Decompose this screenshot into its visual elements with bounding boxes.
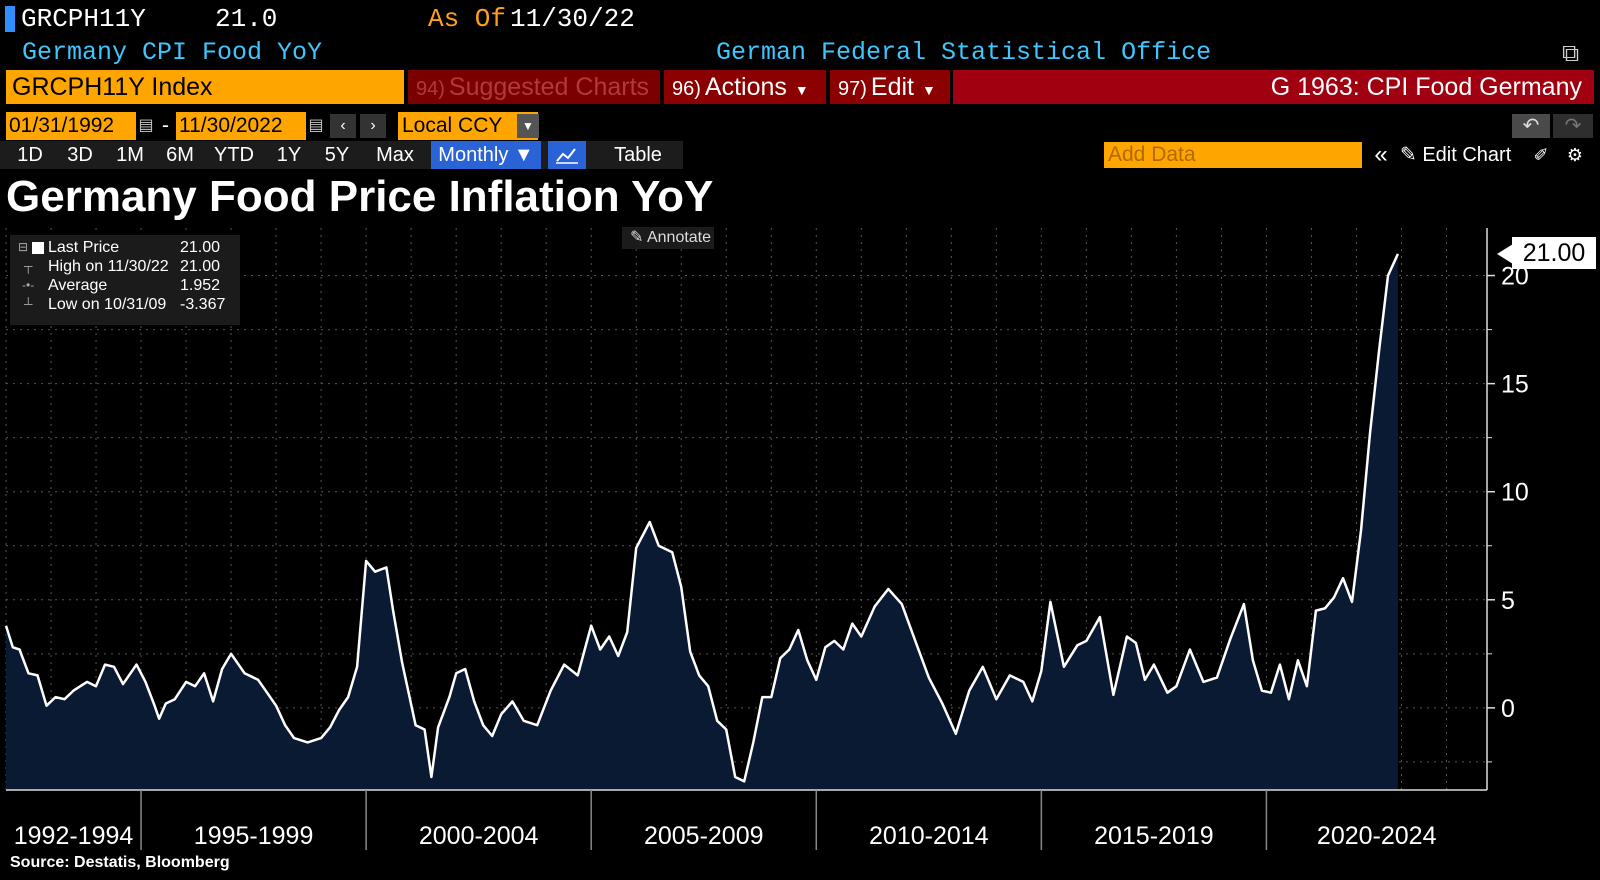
legend-last-price[interactable]: ⊟ Last Price 21.00	[10, 238, 240, 257]
legend-low-value: -3.367	[180, 296, 226, 313]
actions-label: Actions	[704, 73, 787, 101]
series-line	[4, 253, 1400, 783]
collapse-left-icon[interactable]: «	[1374, 141, 1388, 168]
timeframe-max[interactable]: Max	[364, 141, 426, 169]
pencil-icon: ✎	[1400, 144, 1417, 166]
legend-average-label: Average	[48, 277, 108, 294]
series-area	[6, 253, 1398, 790]
chart-legend: ⊟ Last Price 21.00 ┬ High on 11/30/22 21…	[10, 235, 240, 325]
edit-settings-icon[interactable]: ✐	[1533, 145, 1549, 165]
suggested-number: 94)	[416, 78, 445, 100]
timeframe-1m[interactable]: 1M	[106, 141, 154, 169]
end-date-field[interactable]: 11/30/2022	[176, 112, 306, 140]
x-tick-label: 1992-1994	[14, 822, 134, 850]
legend-high-value: 21.00	[180, 258, 221, 275]
legend-high: ┬ High on 11/30/22 21.00	[10, 257, 240, 276]
timeframe-3d[interactable]: 3D	[56, 141, 104, 169]
timeframe-ytd[interactable]: YTD	[206, 141, 262, 169]
as-of-date: 11/30/22	[510, 4, 635, 34]
ticker-marker	[5, 6, 15, 32]
source-organization: German Federal Statistical Office	[716, 38, 1212, 67]
y-tick-label: 0	[1501, 695, 1515, 723]
legend-collapse-icon[interactable]: ⊟	[18, 240, 29, 254]
line-chart-icon[interactable]	[548, 141, 586, 169]
source-footer: Source: Destatis, Bloomberg	[10, 854, 230, 871]
ticker-symbol[interactable]: GRCPH11Y	[21, 4, 146, 34]
table-button[interactable]: Table	[593, 141, 683, 169]
as-of-label: As Of	[428, 4, 507, 34]
last-value-pointer	[1497, 243, 1513, 264]
actions-number: 96)	[672, 78, 701, 100]
x-tick-label: 2010-2014	[869, 822, 989, 850]
legend-swatch	[32, 242, 44, 254]
undo-icon[interactable]: ↶	[1512, 114, 1550, 138]
low-marker-icon: ┴	[24, 297, 33, 311]
redo-icon[interactable]: ↷	[1553, 114, 1593, 138]
legend-low-label: Low on 10/31/09	[48, 296, 167, 313]
legend-average-value: 1.952	[180, 277, 221, 294]
actions-menu[interactable]: 96) Actions ▼	[664, 70, 826, 104]
line-chart-glyph	[556, 148, 578, 164]
x-tick-label: 1995-1999	[194, 822, 314, 850]
timeframe-1d[interactable]: 1D	[6, 141, 54, 169]
edit-chart-button[interactable]: ✎ Edit Chart	[1400, 141, 1524, 169]
security-description: Germany CPI Food YoY	[22, 38, 323, 67]
x-tick-label: 2020-2024	[1317, 822, 1437, 850]
y-tick-label: 15	[1501, 371, 1529, 399]
caret-down-icon: ▼	[794, 82, 809, 98]
legend-last-price-value: 21.00	[180, 239, 221, 256]
high-marker-icon: ┬	[24, 259, 33, 273]
y-tick-label: 5	[1501, 587, 1515, 615]
suggested-charts-menu[interactable]: 94) Suggested Charts	[408, 70, 660, 104]
timeframe-5y[interactable]: 5Y	[314, 141, 360, 169]
previous-arrow-icon[interactable]: ‹	[330, 114, 356, 138]
suggested-label: Suggested Charts	[448, 73, 650, 101]
edit-menu[interactable]: 97) Edit ▼	[830, 70, 950, 104]
x-tick-label: 2015-2019	[1094, 822, 1214, 850]
last-value-label: 21.00	[1512, 237, 1596, 269]
legend-last-price-label: Last Price	[48, 239, 120, 256]
popout-icon[interactable]: ⧉	[1562, 40, 1580, 67]
y-tick-label: 10	[1501, 479, 1529, 507]
header-row: GRCPH11Y 21.0 As Of 11/30/22	[0, 0, 1600, 38]
timeframe-1y[interactable]: 1Y	[266, 141, 312, 169]
next-arrow-icon[interactable]: ›	[360, 114, 386, 138]
calendar-icon[interactable]: ▤	[138, 117, 154, 134]
security-field[interactable]: GRCPH11Y Index	[6, 70, 404, 104]
x-tick-label: 2000-2004	[419, 822, 539, 850]
edit-chart-label: Edit Chart	[1422, 144, 1512, 166]
start-date-field[interactable]: 01/31/1992	[6, 112, 136, 140]
caret-down-icon: ▼	[922, 82, 936, 98]
chart-title: Germany Food Price Inflation YoY	[6, 172, 714, 221]
pencil-icon: ✎	[630, 229, 644, 246]
calendar-icon[interactable]: ▤	[308, 117, 324, 134]
average-marker-icon: -•-	[22, 278, 35, 292]
legend-low: ┴ Low on 10/31/09 -3.367	[10, 295, 240, 314]
gear-icon[interactable]: ⚙	[1566, 145, 1584, 165]
timeframe-6m[interactable]: 6M	[156, 141, 204, 169]
annotate-label: Annotate	[646, 229, 712, 246]
date-separator: -	[162, 114, 169, 137]
currency-select[interactable]: Local CCY	[398, 112, 538, 140]
chevron-down-icon[interactable]: ▼	[517, 114, 539, 138]
edit-label: Edit	[870, 73, 914, 101]
legend-high-label: High on 11/30/22	[48, 258, 169, 275]
add-data-input[interactable]: Add Data	[1104, 142, 1362, 168]
x-tick-label: 2005-2009	[644, 822, 764, 850]
edit-number: 97)	[838, 78, 867, 100]
annotate-button[interactable]: ✎ Annotate	[622, 227, 714, 249]
legend-average: -•- Average 1.952	[10, 276, 240, 295]
last-value: 21.0	[215, 4, 278, 34]
frequency-select[interactable]: Monthly ▼	[431, 141, 541, 169]
chart-id-label: G 1963: CPI Food Germany	[953, 70, 1594, 104]
